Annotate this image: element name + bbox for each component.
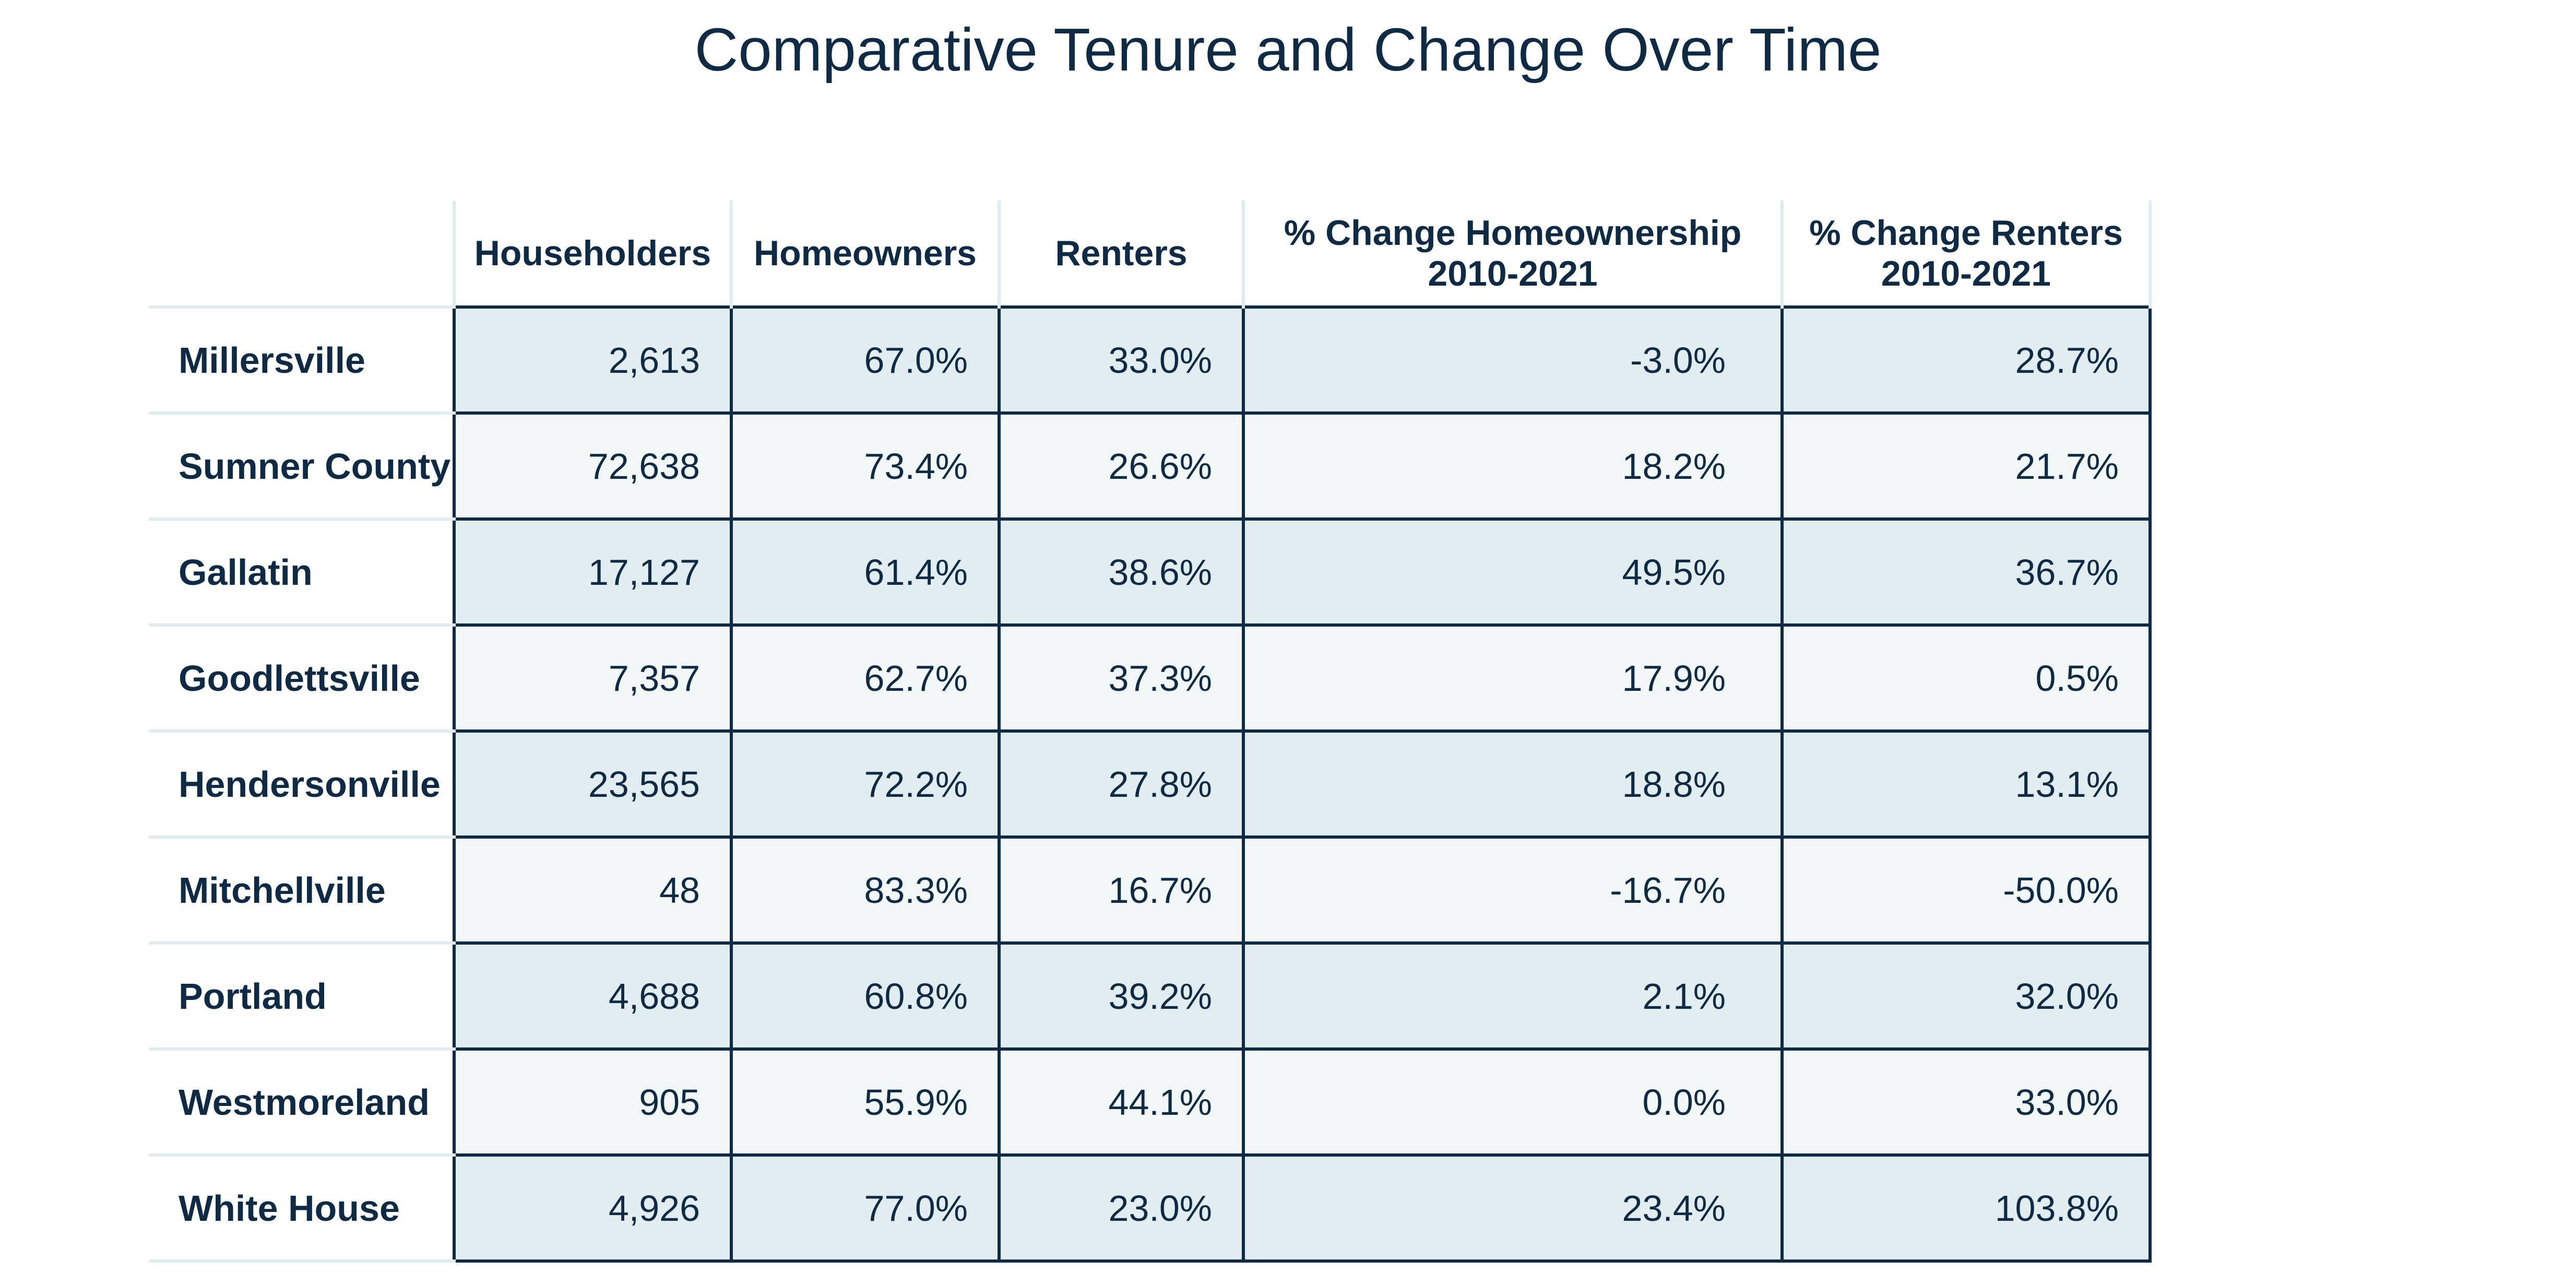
cell-renters: 38.6% [998, 517, 1245, 627]
cell-change-homeownership: 23.4% [1242, 1153, 1784, 1263]
header-change-renters: % Change Renters 2010-2021 [1780, 201, 2152, 307]
cell-homeowners: 83.3% [730, 835, 1001, 945]
cell-householders: 17,127 [453, 517, 733, 627]
header-renters-label: Renters [1055, 233, 1188, 273]
cell-change-homeownership: -16.7% [1242, 835, 1784, 945]
cell-homeowners: 77.0% [730, 1153, 1001, 1263]
header-homeowners: Homeowners [730, 201, 1001, 307]
cell-renters: 39.2% [998, 941, 1245, 1051]
table-row: Westmoreland 905 55.9% 44.1% 0.0% 33.0% [149, 1047, 2152, 1157]
header-corner [149, 201, 456, 307]
header-homeowners-label: Homeowners [754, 233, 977, 273]
table-row: Millersville 2,613 67.0% 33.0% -3.0% 28.7% [149, 305, 2152, 415]
cell-renters: 16.7% [998, 835, 1245, 945]
table-row: Mitchellville 48 83.3% 16.7% -16.7% -50.0% [149, 835, 2152, 945]
cell-change-homeownership: 49.5% [1242, 517, 1784, 627]
header-householders-label: Householders [474, 233, 711, 273]
row-label: Millersville [149, 305, 454, 415]
cell-homeowners: 61.4% [730, 517, 1001, 627]
cell-change-renters: 28.7% [1780, 305, 2152, 415]
cell-renters: 23.0% [998, 1153, 1245, 1263]
cell-householders: 4,688 [453, 941, 733, 1051]
row-label: Westmoreland [149, 1047, 454, 1157]
cell-change-renters: 36.7% [1780, 517, 2152, 627]
cell-change-homeownership: 17.9% [1242, 623, 1784, 733]
cell-change-homeownership: 18.2% [1242, 411, 1784, 521]
cell-homeowners: 62.7% [730, 623, 1001, 733]
cell-change-homeownership: 18.8% [1242, 729, 1784, 839]
cell-homeowners: 72.2% [730, 729, 1001, 839]
row-label: Sumner County [149, 411, 454, 521]
header-change-renters-label: % Change Renters [1809, 213, 2123, 253]
cell-renters: 27.8% [998, 729, 1245, 839]
cell-householders: 905 [453, 1047, 733, 1157]
header-change-homeownership: % Change Homeownership 2010-2021 [1242, 201, 1784, 307]
row-label: Gallatin [149, 517, 454, 627]
row-label: Hendersonville [149, 729, 454, 839]
table-row: Goodlettsville 7,357 62.7% 37.3% 17.9% 0.5% [149, 623, 2152, 733]
cell-householders: 48 [453, 835, 733, 945]
cell-householders: 72,638 [453, 411, 733, 521]
page-title: Comparative Tenure and Change Over Time [694, 16, 1882, 84]
cell-change-renters: 21.7% [1780, 411, 2152, 521]
table-row: White House 4,926 77.0% 23.0% 23.4% 103.8% [149, 1153, 2152, 1263]
row-label: Mitchellville [149, 835, 454, 945]
cell-homeowners: 55.9% [730, 1047, 1001, 1157]
table-row: Gallatin 17,127 61.4% 38.6% 49.5% 36.7% [149, 517, 2152, 627]
cell-change-renters: 0.5% [1780, 623, 2152, 733]
header-change-renters-period: 2010-2021 [1881, 253, 2051, 293]
cell-change-renters: -50.0% [1780, 835, 2152, 945]
cell-change-homeownership: -3.0% [1242, 305, 1784, 415]
cell-householders: 23,565 [453, 729, 733, 839]
header-change-homeownership-label: % Change Homeownership [1284, 213, 1742, 253]
cell-homeowners: 67.0% [730, 305, 1001, 415]
cell-change-renters: 32.0% [1780, 941, 2152, 1051]
cell-change-renters: 13.1% [1780, 729, 2152, 839]
cell-change-homeownership: 2.1% [1242, 941, 1784, 1051]
cell-homeowners: 73.4% [730, 411, 1001, 521]
table-row: Sumner County 72,638 73.4% 26.6% 18.2% 21.7% [149, 411, 2152, 521]
cell-change-homeownership: 0.0% [1242, 1047, 1784, 1157]
header-change-homeownership-period: 2010-2021 [1428, 253, 1598, 293]
header-householders: Householders [453, 201, 733, 307]
header-renters: Renters [998, 201, 1245, 307]
cell-homeowners: 60.8% [730, 941, 1001, 1051]
cell-change-renters: 33.0% [1780, 1047, 2152, 1157]
tenure-table: Householders Homeowners Renters % Change… [149, 201, 2152, 1263]
cell-renters: 37.3% [998, 623, 1245, 733]
cell-change-renters: 103.8% [1780, 1153, 2152, 1263]
table-header: Householders Homeowners Renters % Change… [149, 201, 2152, 307]
cell-renters: 44.1% [998, 1047, 1245, 1157]
cell-householders: 7,357 [453, 623, 733, 733]
cell-householders: 4,926 [453, 1153, 733, 1263]
table-row: Portland 4,688 60.8% 39.2% 2.1% 32.0% [149, 941, 2152, 1051]
cell-renters: 33.0% [998, 305, 1245, 415]
row-label: Portland [149, 941, 454, 1051]
header-row: Householders Homeowners Renters % Change… [149, 201, 2152, 307]
table-row: Hendersonville 23,565 72.2% 27.8% 18.8% 13.1% [149, 729, 2152, 839]
cell-householders: 2,613 [453, 305, 733, 415]
row-label: White House [149, 1153, 454, 1263]
row-label: Goodlettsville [149, 623, 454, 733]
cell-renters: 26.6% [998, 411, 1245, 521]
table-body: Millersville 2,613 67.0% 33.0% -3.0% 28.7% Sum… [149, 305, 2152, 1263]
